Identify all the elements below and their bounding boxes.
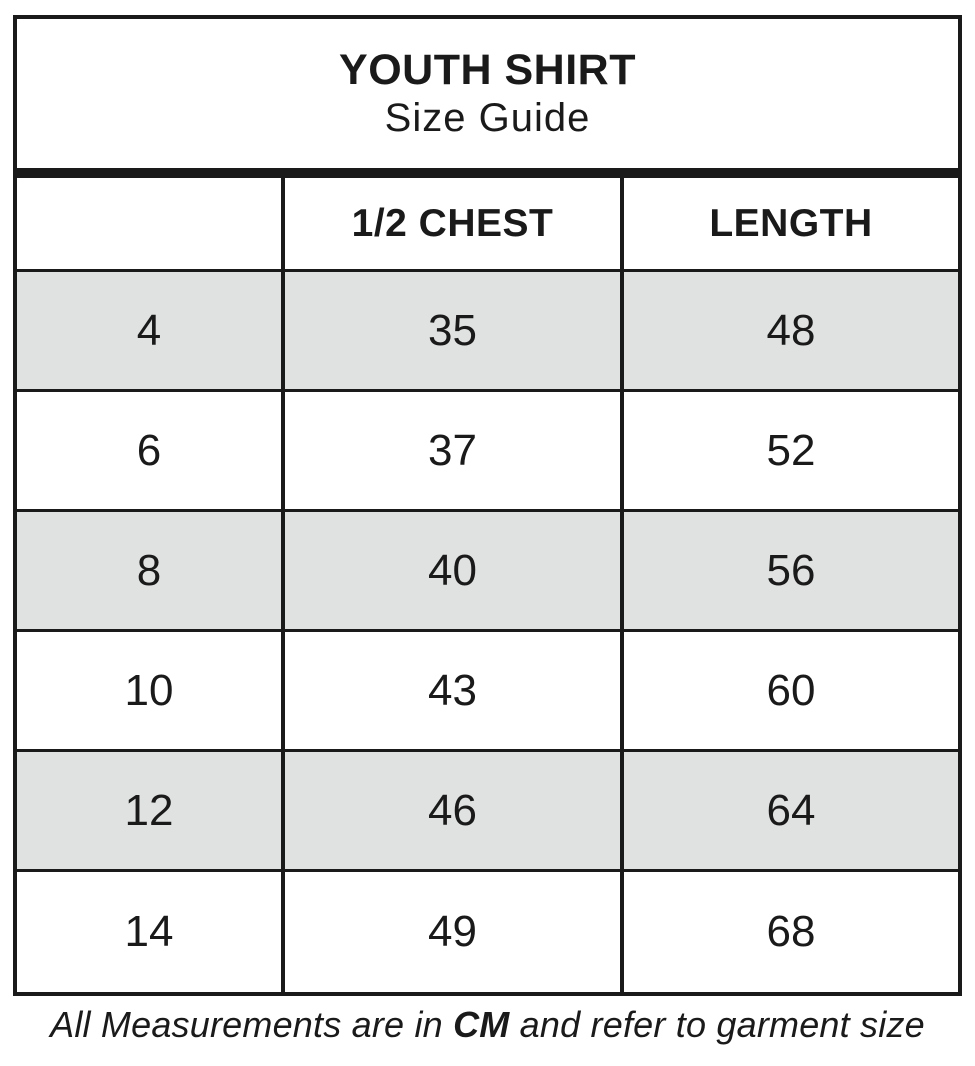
size-guide-table: YOUTH SHIRT Size Guide 1/2 CHEST LENGTH … xyxy=(13,15,962,996)
half-chest-cell: 35 xyxy=(285,272,624,389)
half-chest-cell: 40 xyxy=(285,512,624,629)
size-cell: 12 xyxy=(17,752,285,869)
footer-note-prefix: All Measurements are in xyxy=(50,1004,454,1045)
table-row-size-6: 6 37 52 xyxy=(17,392,958,512)
header-cell-half-chest: 1/2 CHEST xyxy=(285,178,624,269)
length-cell: 48 xyxy=(766,305,816,355)
page-subtitle: Size Guide xyxy=(384,96,591,141)
footer-note-suffix: and refer to garment size xyxy=(509,1004,925,1045)
half-chest-cell: 37 xyxy=(285,392,624,509)
half-chest-cell: 43 xyxy=(285,632,624,749)
header-row: 1/2 CHEST LENGTH xyxy=(17,178,958,272)
table-row-size-8: 8 40 56 xyxy=(17,512,958,632)
header-cell-empty xyxy=(17,178,285,269)
length-cell: 60 xyxy=(766,665,816,715)
length-cell: 56 xyxy=(766,545,816,595)
footer-note: All Measurements are in CM and refer to … xyxy=(0,1004,975,1046)
size-cell: 8 xyxy=(17,512,285,629)
length-cell: 52 xyxy=(766,425,816,475)
length-cell: 68 xyxy=(766,907,816,956)
size-cell: 6 xyxy=(17,392,285,509)
header-cell-length: LENGTH xyxy=(709,201,873,245)
half-chest-cell: 46 xyxy=(285,752,624,869)
size-cell: 10 xyxy=(17,632,285,749)
size-grid: 1/2 CHEST LENGTH 4 35 48 6 37 52 8 40 56… xyxy=(17,178,958,992)
title-section: YOUTH SHIRT Size Guide xyxy=(17,19,958,178)
page-title: YOUTH SHIRT xyxy=(339,45,636,94)
half-chest-cell: 49 xyxy=(285,872,624,992)
size-cell: 4 xyxy=(17,272,285,389)
table-row-size-14: 14 49 68 xyxy=(17,872,958,992)
footer-unit: CM xyxy=(453,1004,510,1045)
table-row-size-10: 10 43 60 xyxy=(17,632,958,752)
table-row-size-12: 12 46 64 xyxy=(17,752,958,872)
size-cell: 14 xyxy=(17,872,285,992)
length-cell: 64 xyxy=(766,785,816,835)
table-row-size-4: 4 35 48 xyxy=(17,272,958,392)
